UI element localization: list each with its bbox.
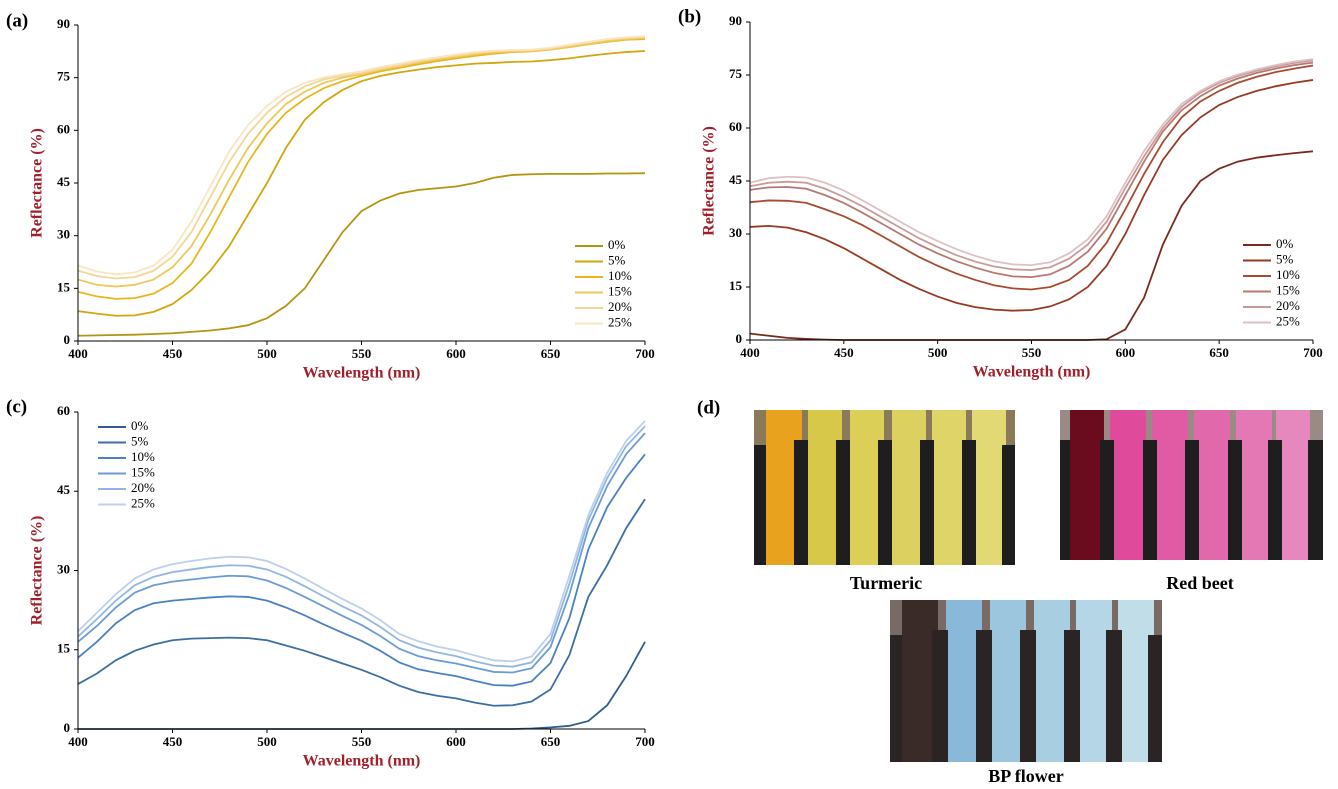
data-line	[749, 79, 1314, 312]
y-tick-label: 90	[729, 13, 742, 28]
x-tick-label: 500	[257, 734, 277, 749]
data-line	[77, 38, 646, 300]
photo-caption: BP flower	[988, 766, 1063, 786]
data-line	[77, 498, 646, 707]
data-line	[77, 432, 646, 674]
legend-label: 25%	[131, 495, 155, 510]
panel-label: (d)	[697, 397, 720, 418]
legend-label: 15%	[608, 283, 632, 298]
x-tick-label: 500	[257, 346, 277, 361]
legend-label: 25%	[1276, 313, 1300, 328]
data-line	[78, 641, 646, 730]
y-tick-label: 15	[57, 279, 71, 294]
data-line	[749, 61, 1314, 279]
legend-label: 5%	[1276, 251, 1294, 266]
x-tick-label: 500	[928, 345, 948, 360]
legend-label: 20%	[131, 480, 155, 495]
legend-label: 20%	[1276, 298, 1300, 313]
data-line	[749, 150, 1314, 341]
x-tick-label: 450	[163, 734, 183, 749]
y-tick-label: 0	[64, 332, 71, 347]
x-tick-label: 400	[68, 346, 88, 361]
photo-caption: Red beet	[1166, 573, 1233, 593]
y-tick-label: 90	[57, 16, 70, 31]
photo-turmeric	[754, 410, 1015, 565]
y-tick-label: 60	[57, 403, 70, 418]
y-tick-label: 45	[57, 482, 71, 497]
panel-label: (a)	[6, 10, 28, 31]
legend-label: 10%	[608, 268, 632, 283]
legend-label: 5%	[131, 433, 149, 448]
data-line	[77, 50, 646, 317]
y-tick-label: 15	[729, 278, 743, 293]
y-tick-label: 0	[736, 331, 743, 346]
y-tick-label: 0	[64, 720, 71, 735]
y-axis-label: Reflectance (%)	[29, 516, 46, 626]
y-tick-label: 60	[57, 121, 70, 136]
legend-label: 10%	[131, 449, 155, 464]
legend-label: 20%	[608, 299, 632, 314]
legend-label: 15%	[1276, 282, 1300, 297]
legend-label: 25%	[608, 314, 632, 329]
photo-bp-flower	[890, 600, 1162, 762]
x-tick-label: 450	[834, 345, 854, 360]
y-tick-label: 60	[729, 119, 742, 134]
x-tick-label: 600	[1116, 345, 1136, 360]
legend-label: 15%	[131, 464, 155, 479]
x-tick-label: 650	[1209, 345, 1229, 360]
x-tick-label: 700	[635, 734, 655, 749]
data-line	[77, 36, 646, 280]
y-tick-label: 30	[57, 561, 70, 576]
x-tick-label: 600	[446, 734, 466, 749]
y-tick-label: 30	[729, 225, 742, 240]
y-tick-label: 45	[729, 172, 743, 187]
legend-label: 5%	[608, 252, 626, 267]
y-tick-label: 30	[57, 227, 70, 242]
data-line	[77, 172, 646, 337]
panel-label: (c)	[6, 396, 27, 417]
x-tick-label: 650	[541, 346, 561, 361]
data-line	[77, 420, 646, 663]
legend-label: 0%	[131, 418, 149, 433]
data-line	[749, 64, 1314, 291]
x-tick-label: 550	[352, 734, 372, 749]
photo-caption: Turmeric	[850, 573, 922, 593]
data-line	[77, 35, 646, 276]
y-tick-label: 75	[729, 66, 743, 81]
x-axis-label: Wavelength (nm)	[973, 364, 1091, 381]
x-tick-label: 700	[1303, 345, 1323, 360]
legend-label: 0%	[608, 237, 626, 252]
y-axis-label: Reflectance (%)	[701, 126, 718, 236]
x-tick-label: 600	[446, 346, 466, 361]
legend-label: 10%	[1276, 267, 1300, 282]
x-axis-label: Wavelength (nm)	[303, 753, 421, 770]
legend-label: 0%	[1276, 236, 1294, 251]
x-tick-label: 700	[635, 346, 655, 361]
y-tick-label: 15	[57, 641, 71, 656]
x-tick-label: 650	[541, 734, 561, 749]
panel-label: (b)	[678, 6, 701, 27]
data-line	[749, 59, 1314, 271]
x-tick-label: 450	[163, 346, 183, 361]
photo-red-beet	[1060, 410, 1323, 560]
y-axis-label: Reflectance (%)	[29, 128, 46, 238]
data-line	[749, 58, 1314, 266]
x-axis-label: Wavelength (nm)	[303, 365, 421, 382]
y-tick-label: 45	[57, 174, 71, 189]
data-line	[77, 425, 646, 668]
x-tick-label: 550	[352, 346, 372, 361]
y-tick-label: 75	[57, 69, 71, 84]
data-line	[77, 453, 646, 687]
x-tick-label: 400	[68, 734, 88, 749]
data-line	[77, 37, 646, 288]
x-tick-label: 400	[740, 345, 760, 360]
x-tick-label: 550	[1022, 345, 1042, 360]
